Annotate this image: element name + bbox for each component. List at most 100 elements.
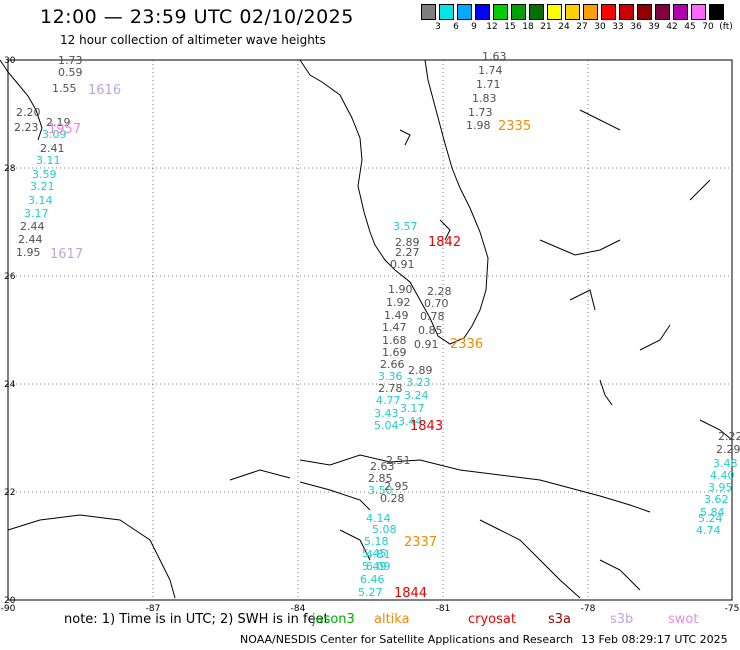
track-time-labels: 1616 1957 1617 1842 2335 2336 1843 2337 1844	[48, 83, 531, 601]
scale-label: 27	[576, 22, 588, 32]
wave-value: 6.09	[366, 560, 391, 573]
wave-value: 2.89	[395, 236, 420, 249]
wave-value: 3.23	[406, 376, 431, 389]
track-time-label: 2336	[450, 337, 483, 352]
scale-label: 42	[666, 22, 678, 32]
wave-value: 5.24	[698, 512, 723, 525]
latitude-label: 28	[4, 164, 16, 174]
wave-value: 4.74	[696, 524, 721, 537]
track-time-label: 1957	[48, 122, 81, 137]
wave-value: 3.21	[30, 180, 55, 193]
scale-label: 36	[630, 22, 642, 32]
page-title: 12:00 — 23:59 UTC 02/10/2025	[40, 6, 354, 28]
wave-value: 1.71	[476, 78, 501, 91]
track-time-label: 2337	[404, 535, 437, 550]
latitude-label: 20	[4, 596, 16, 606]
wave-value: 2.95	[384, 480, 409, 493]
wave-value: 1.98	[466, 119, 491, 132]
wave-value: 0.85	[418, 324, 443, 337]
scale-swatch	[511, 4, 526, 20]
scale-swatch	[619, 4, 634, 20]
scale-swatch	[421, 4, 436, 20]
wave-value: 2.22	[718, 430, 740, 443]
scale-swatch	[457, 4, 472, 20]
wave-value: 5.45	[362, 547, 387, 560]
wave-value: 0.91	[390, 258, 415, 271]
wave-value: 3.48	[713, 457, 738, 470]
scale-swatch	[475, 4, 490, 20]
wave-value: 2.85	[368, 472, 393, 485]
scale-swatch	[601, 4, 616, 20]
wave-value: 1.63	[482, 50, 507, 63]
satellite-legend-item: jason3	[312, 612, 355, 627]
wave-value: 0.91	[414, 338, 439, 351]
color-scale-legend: 3 6 9 12 15 18 21 24 27 30 33 36 39 42 45 70 (ft)	[421, 4, 733, 38]
scale-swatch	[655, 4, 670, 20]
scale-swatch	[637, 4, 652, 20]
wave-value: 1.69	[382, 346, 407, 359]
wave-value: 3.09	[42, 128, 67, 141]
track-time-label: 1616	[88, 83, 121, 98]
wave-value: 1.92	[386, 296, 411, 309]
satellite-legend-item: s3b	[610, 612, 634, 627]
wave-value: 3.11	[36, 154, 61, 167]
scale-label: 45	[684, 22, 696, 32]
wave-value: 5.49	[362, 560, 387, 573]
wave-value: 1.73	[58, 54, 83, 67]
wave-value: 2.63	[370, 460, 395, 473]
wave-value: 3.36	[378, 370, 403, 383]
wave-value: 5.84	[700, 506, 725, 519]
wave-value: 3.50	[368, 484, 393, 497]
wave-value: 5.04	[374, 419, 399, 432]
wave-value: 2.27	[395, 246, 420, 259]
scale-swatch	[439, 4, 454, 20]
scale-label: 70	[702, 22, 714, 32]
longitude-label: -90	[1, 604, 16, 614]
scale-label: 6	[453, 22, 459, 32]
scale-label: 15	[504, 22, 516, 32]
map-grid	[8, 60, 732, 600]
footer-timestamp: 13 Feb 08:29:17 UTC 2025	[581, 633, 728, 646]
wave-value: 4.77	[376, 394, 401, 407]
footer-note: note: 1) Time is in UTC; 2) SWH is in fe…	[64, 612, 329, 627]
latitude-labels: 30 28 26 24 22 20	[4, 56, 16, 606]
scale-swatch	[583, 4, 598, 20]
longitude-label: -81	[436, 604, 451, 614]
wave-value: 0.70	[424, 297, 449, 310]
track-time-label: 1842	[428, 235, 461, 250]
wave-value: 2.78	[378, 382, 403, 395]
wave-value: 1.68	[382, 334, 407, 347]
wave-value: 5.08	[372, 523, 397, 536]
scale-swatch	[565, 4, 580, 20]
wave-value: 4.14	[366, 512, 391, 525]
scale-label: 39	[648, 22, 660, 32]
scale-swatch	[691, 4, 706, 20]
longitude-label: -75	[725, 604, 740, 614]
map-frame	[7, 59, 733, 601]
page-subtitle: 12 hour collection of altimeter wave hei…	[60, 33, 326, 47]
track-time-label: 1617	[50, 247, 83, 262]
wave-value: 5.27	[358, 586, 383, 599]
wave-value: 1.95	[16, 246, 41, 259]
wave-value: 3.95	[708, 481, 733, 494]
wave-value: 3.43	[374, 407, 399, 420]
wave-value: 5.18	[364, 535, 389, 548]
scale-label: 12	[486, 22, 498, 32]
longitude-label: -78	[581, 604, 596, 614]
wave-value: 2.23	[14, 121, 39, 134]
wave-value: 4.40	[710, 469, 735, 482]
latitude-label: 24	[4, 380, 16, 390]
scale-swatch	[709, 4, 724, 20]
longitude-label: -87	[146, 604, 161, 614]
scale-label: 21	[540, 22, 552, 32]
wave-value: 6.46	[360, 573, 385, 586]
scale-label: 3	[435, 22, 441, 32]
wave-value: 3.59	[32, 168, 57, 181]
scale-label: 30	[594, 22, 606, 32]
wave-value: 3.17	[24, 207, 49, 220]
wave-value: 1.47	[382, 321, 407, 334]
wave-value: 3.44	[398, 415, 423, 428]
wave-value: 0.59	[58, 66, 83, 79]
wave-value: 2.89	[408, 364, 433, 377]
